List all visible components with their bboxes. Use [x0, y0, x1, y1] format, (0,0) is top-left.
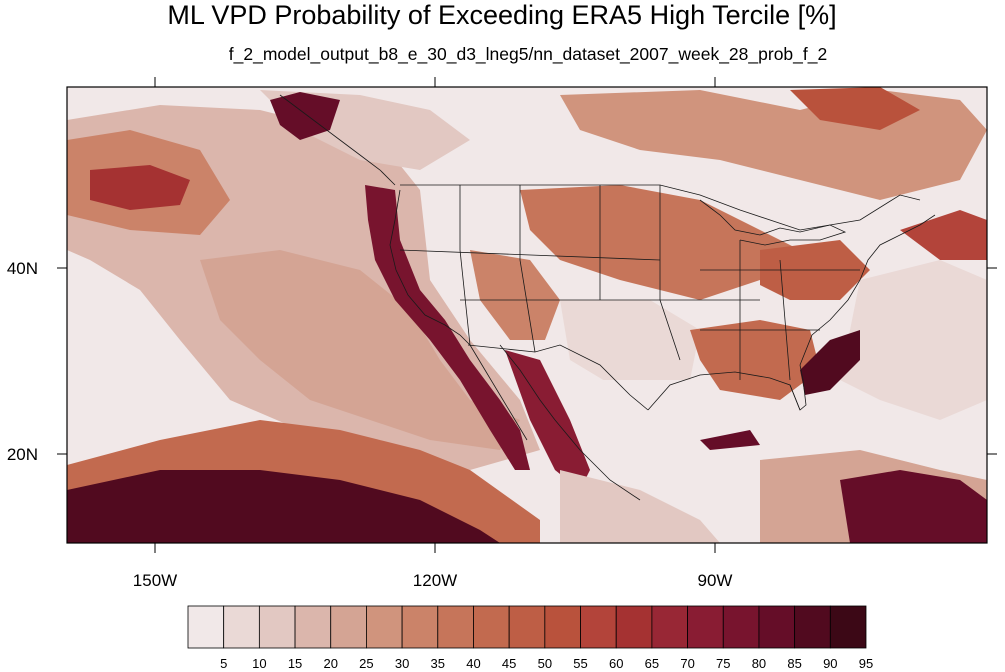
colorbar-swatch — [687, 605, 724, 649]
field-caribbean-core — [840, 470, 987, 543]
colorbar-swatch — [722, 605, 760, 649]
colorbar-label: 35 — [431, 656, 445, 671]
field-gulf-of-mexico — [600, 380, 740, 450]
colorbar-swatch — [794, 605, 831, 649]
field-baja-inner — [505, 350, 590, 490]
field-pacific-inner — [200, 250, 520, 450]
field-southwest — [470, 250, 560, 340]
colorbar-label: 65 — [645, 656, 659, 671]
colorbar-label: 10 — [252, 656, 266, 671]
map-tick-marks — [57, 77, 997, 553]
state-border-5 — [399, 249, 661, 261]
florida-peninsula — [789, 364, 807, 411]
colorbar-label: 20 — [324, 656, 338, 671]
field-atlantic-west — [840, 260, 987, 420]
colorbar-labels: 5 10 15 20 25 30 35 40 45 50 55 60 65 70 75 80 85 90 95 — [220, 656, 873, 671]
field-subtropical-core — [67, 470, 500, 543]
colorbar-swatch — [258, 605, 296, 649]
colorbar-label: 60 — [609, 656, 623, 671]
us-west-coastline — [389, 189, 471, 346]
colorbar-swatch — [651, 605, 688, 649]
great-lakes — [699, 199, 847, 246]
field-bc-coast — [270, 92, 340, 140]
field-west-coast — [365, 185, 530, 470]
lon-label: 150W — [133, 571, 177, 590]
state-border-1 — [459, 185, 471, 346]
field-yucatan-streak — [700, 430, 760, 450]
lat-label: 40N — [7, 259, 38, 278]
colorbar-label: 95 — [859, 656, 873, 671]
colorbar-swatch — [829, 605, 867, 649]
mexico-pacific-coast — [554, 419, 641, 501]
field-hudson — [790, 87, 920, 130]
gulf-of-california-coast — [499, 344, 556, 421]
colorbar-swatch — [544, 605, 581, 649]
colorbar-swatch — [580, 605, 617, 649]
colorbar-label: 5 — [220, 656, 227, 671]
longitude-labels: 150W 120W 90W — [133, 571, 733, 590]
colorbar-label: 45 — [502, 656, 516, 671]
colorbar-label: 40 — [466, 656, 480, 671]
colorbar-label: 55 — [573, 656, 587, 671]
field-atlantic-core — [800, 330, 860, 395]
map-title: ML VPD Probability of Exceeding ERA5 Hig… — [167, 0, 836, 30]
colorbar-label: 25 — [359, 656, 373, 671]
colorbar-label: 80 — [752, 656, 766, 671]
lon-label: 120W — [413, 571, 457, 590]
colorbar-swatch — [294, 605, 332, 649]
colorbar-label: 15 — [288, 656, 302, 671]
lat-label: 20N — [7, 445, 38, 464]
colorbar — [187, 605, 867, 649]
map-boundaries — [279, 94, 936, 501]
latitude-labels: 40N 20N — [7, 259, 38, 464]
colorbar-swatch — [758, 605, 796, 649]
field-central-america — [560, 470, 720, 543]
field-maritimes — [900, 210, 987, 260]
atlantic-coastline — [799, 214, 936, 366]
field-central-south — [560, 300, 700, 390]
colorbar-swatch — [473, 605, 510, 649]
colorbar-swatch — [615, 605, 653, 649]
colorbar-swatch — [366, 605, 403, 649]
state-border-2 — [519, 185, 536, 353]
map-frame — [66, 86, 988, 544]
lon-label: 90W — [698, 571, 733, 590]
colorbar-swatch — [223, 605, 260, 649]
colorbar-swatch — [330, 605, 367, 649]
baja-coastline — [469, 344, 528, 441]
colorbar-swatch — [508, 605, 546, 649]
colorbar-label: 90 — [823, 656, 837, 671]
us-mexico-border — [467, 344, 649, 411]
colorbar-swatch — [187, 605, 225, 649]
field-pacific-north-core — [90, 165, 190, 210]
colorbar-label: 70 — [680, 656, 694, 671]
alaska-panhandle-coast — [279, 94, 396, 186]
field-southeast — [690, 320, 820, 400]
colorbar-swatch — [437, 605, 474, 649]
map-subtitle: f_2_model_output_b8_e_30_d3_lneg5/nn_dat… — [229, 44, 827, 65]
colorbar-swatch — [401, 605, 439, 649]
colorbar-label: 85 — [787, 656, 801, 671]
state-border-8 — [779, 259, 791, 381]
colorbar-label: 30 — [395, 656, 409, 671]
map-field — [67, 87, 987, 543]
us-canada-border — [400, 184, 921, 231]
colorbar-label: 50 — [538, 656, 552, 671]
colorbar-label: 75 — [716, 656, 730, 671]
